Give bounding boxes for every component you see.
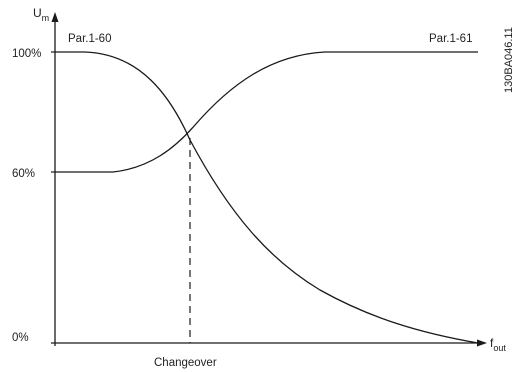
figure-id: 130BA046.11 [503, 27, 515, 93]
y-axis-label: Um [33, 6, 49, 23]
y-tick-label-0: 0% [12, 332, 29, 344]
curve-label-par-1-61: Par.1-61 [429, 33, 472, 45]
x-axis-label-main: f [490, 336, 494, 350]
changeover-label: Changeover [154, 357, 217, 369]
y-tick-label-60: 60% [12, 168, 35, 180]
y-axis-label-sub: m [42, 13, 50, 23]
y-tick-label-100: 100% [12, 48, 41, 60]
curve-par-1-60 [55, 51, 479, 344]
x-axis-label: fout [490, 336, 506, 353]
y-axis-arrow [51, 12, 59, 22]
x-axis-arrow [477, 339, 487, 347]
curve-par-1-61 [55, 51, 478, 173]
y-axis-label-main: U [33, 6, 42, 20]
curve-label-par-1-60: Par.1-60 [68, 33, 111, 45]
x-axis-label-sub: out [493, 343, 506, 353]
